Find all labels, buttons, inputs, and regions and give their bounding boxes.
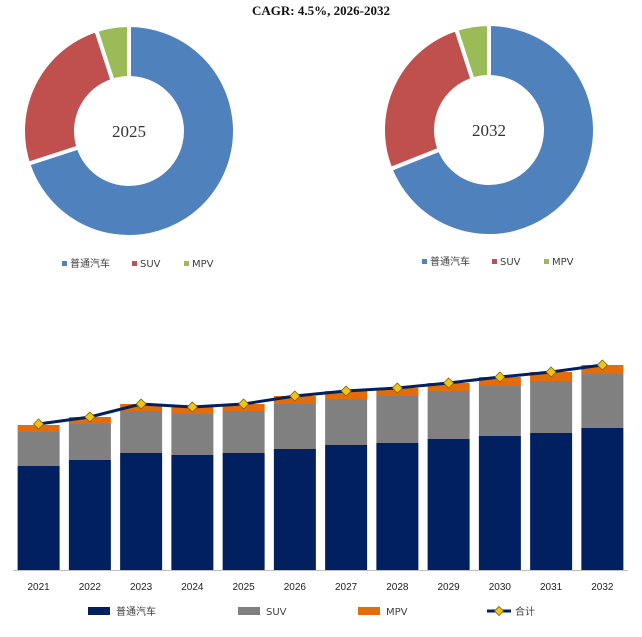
total-line xyxy=(38,363,603,426)
donut-2032-slice-suv xyxy=(381,26,476,172)
total-marker-2029 xyxy=(443,377,455,389)
donut-2032-legend-marker-mpv xyxy=(544,259,549,264)
bar-2028-car xyxy=(376,443,419,570)
donut-2025-legend-marker-mpv xyxy=(184,261,189,266)
total-marker-2032 xyxy=(596,359,608,371)
donut-2025-legend-label-car: 普通汽车 xyxy=(70,257,110,270)
total-marker-2027 xyxy=(340,385,352,397)
total-marker-2026 xyxy=(289,390,301,402)
bar-2032-suv xyxy=(581,374,624,428)
donut-2025-legend-marker-suv xyxy=(132,261,137,266)
bar-2026-car xyxy=(273,449,316,570)
donut-2025-legend-label-mpv: MPV xyxy=(192,259,214,270)
x-tick-label-2027: 2027 xyxy=(335,582,358,593)
donut-2032-slice-car xyxy=(387,21,597,238)
donut-2032-legend-label-car: 普通汽车 xyxy=(430,255,470,268)
bar-2022-car xyxy=(68,460,111,570)
bar-2025-car xyxy=(222,453,265,570)
x-tick-label-2029: 2029 xyxy=(438,582,461,593)
donut-2025-slice-mpv xyxy=(93,22,131,84)
donut-2032-center-label: 2032 xyxy=(472,121,506,140)
total-marker-2021 xyxy=(33,418,45,430)
donut-2025-center-label: 2025 xyxy=(112,122,146,141)
x-tick-label-2022: 2022 xyxy=(79,582,102,593)
total-marker-2028 xyxy=(391,382,403,394)
x-tick-label-2021: 2021 xyxy=(28,582,51,593)
donut-2025-slice-suv xyxy=(21,27,116,167)
bar-2029-car xyxy=(427,439,470,570)
bar-legend-marker-total xyxy=(493,605,505,617)
bar-legend-marker-car xyxy=(88,607,110,615)
donut-2025-legend-marker-car xyxy=(62,261,67,266)
bar-legend-marker-suv xyxy=(238,607,260,615)
x-tick-label-2028: 2028 xyxy=(386,582,409,593)
bar-2022-suv xyxy=(68,424,111,460)
chart-title: CAGR: 4.5%, 2026-2032 xyxy=(252,3,390,18)
bar-2028-suv xyxy=(376,396,419,443)
bar-2025-suv xyxy=(222,411,265,453)
donut-2025-slice-car xyxy=(25,22,237,239)
donut-2025-legend-label-suv: SUV xyxy=(140,259,161,270)
total-marker-2030 xyxy=(494,371,506,383)
bar-legend-marker-mpv xyxy=(358,607,380,615)
donut-2032-legend-label-suv: SUV xyxy=(500,257,521,268)
bar-2021-car xyxy=(17,466,60,570)
bar-2023-suv xyxy=(120,411,163,453)
bar-legend-label-total: 合计 xyxy=(515,605,535,618)
donut-2032-legend-label-mpv: MPV xyxy=(552,257,574,268)
bar-2030-suv xyxy=(478,386,521,436)
bar-2027-suv xyxy=(325,399,368,445)
bar-legend-label-suv: SUV xyxy=(266,607,287,618)
bar-legend-label-car: 普通汽车 xyxy=(116,605,156,618)
bar-2031-car xyxy=(530,433,573,570)
bar-2024-car xyxy=(171,455,214,570)
bar-2026-suv xyxy=(273,404,316,449)
bar-2032-car xyxy=(581,428,624,570)
donut-2032-slice-mpv xyxy=(453,21,491,83)
total-marker-2031 xyxy=(545,366,557,378)
bar-2027-car xyxy=(325,445,368,570)
donut-2032-legend-marker-suv xyxy=(492,259,497,264)
x-tick-label-2032: 2032 xyxy=(591,582,614,593)
x-tick-label-2023: 2023 xyxy=(130,582,153,593)
total-marker-2022 xyxy=(84,411,96,423)
x-tick-label-2025: 2025 xyxy=(233,582,256,593)
bar-2030-car xyxy=(478,436,521,570)
bar-2024-suv xyxy=(171,414,214,455)
x-tick-label-2024: 2024 xyxy=(181,582,204,593)
bar-2021-suv xyxy=(17,432,60,466)
total-marker-2024 xyxy=(186,401,198,413)
x-tick-label-2030: 2030 xyxy=(489,582,512,593)
bar-legend-label-mpv: MPV xyxy=(386,607,408,618)
total-marker-2023 xyxy=(135,398,147,410)
donut-2032-legend-marker-car xyxy=(422,259,427,264)
bar-2023-car xyxy=(120,453,163,570)
total-marker-2025 xyxy=(238,398,250,410)
x-tick-label-2031: 2031 xyxy=(540,582,563,593)
bar-2029-suv xyxy=(427,391,470,439)
x-tick-label-2026: 2026 xyxy=(284,582,307,593)
bar-2031-suv xyxy=(530,381,573,433)
